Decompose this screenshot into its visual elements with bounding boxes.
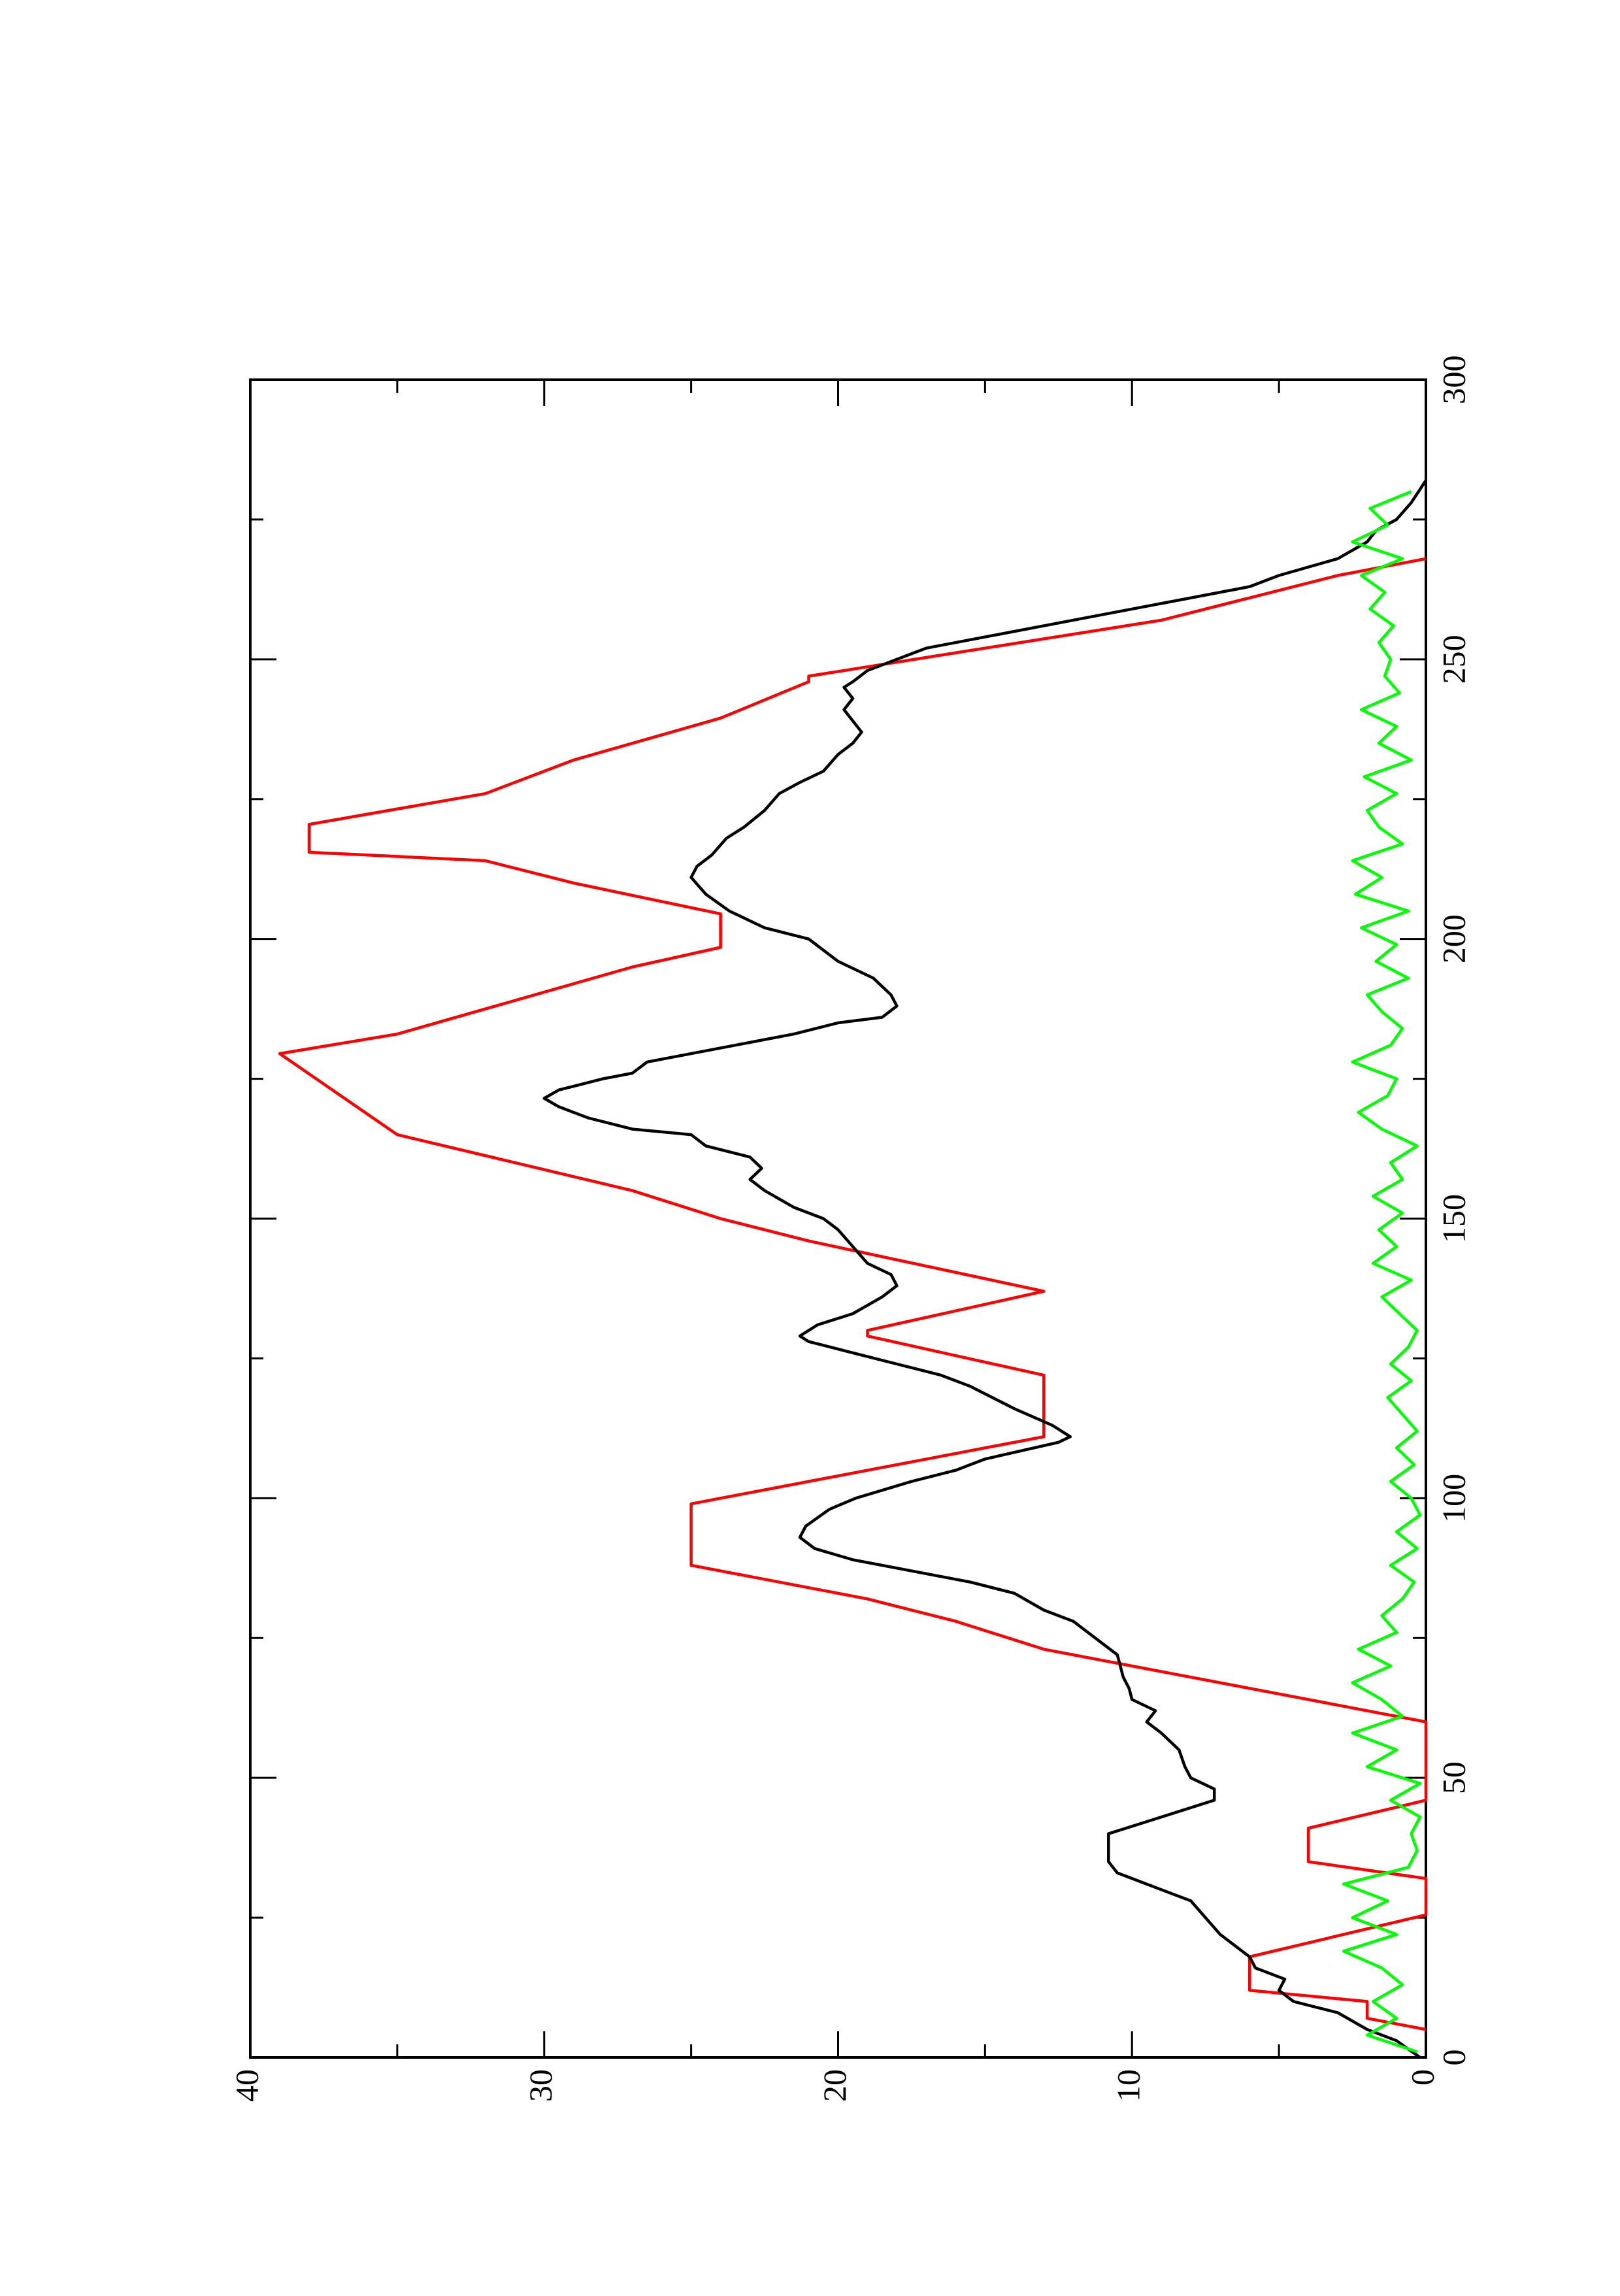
x-tick-label: 0 (1435, 2050, 1472, 2066)
y-tick-label: 0 (1404, 2069, 1440, 2086)
x-tick-label: 250 (1435, 635, 1472, 684)
y-tick-label: 10 (1110, 2069, 1147, 2102)
x-tick-label: 200 (1435, 914, 1472, 963)
x-tick-label: 100 (1435, 1474, 1472, 1523)
y-tick-label: 40 (228, 2069, 265, 2102)
x-tick-label: 150 (1435, 1194, 1472, 1243)
data-line (542, 479, 1427, 2059)
data-line (278, 557, 1428, 2031)
x-tick-label: 50 (1435, 1761, 1472, 1794)
y-tick-label: 20 (816, 2069, 853, 2102)
data-line (1342, 490, 1422, 2054)
y-tick-label: 30 (522, 2069, 559, 2102)
x-tick-label: 300 (1435, 356, 1472, 405)
plot-frame (249, 378, 1427, 2059)
